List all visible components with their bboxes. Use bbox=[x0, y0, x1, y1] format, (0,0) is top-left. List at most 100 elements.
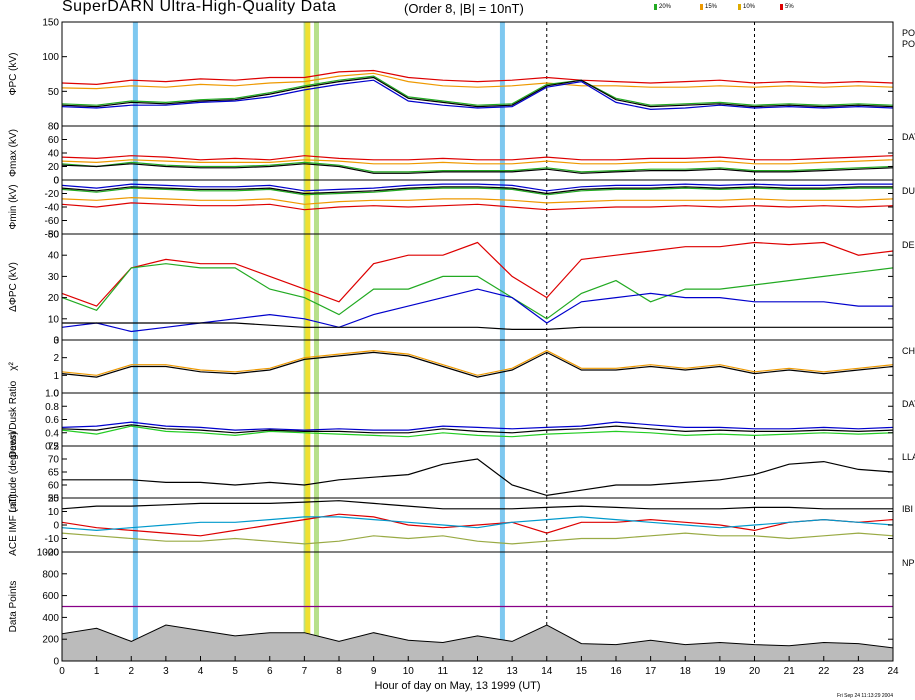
y-tick-label: 0.2 bbox=[45, 442, 59, 453]
x-tick-label: 15 bbox=[576, 666, 588, 677]
timestamp-label: Fri Sep 24 11:13:29 2004 bbox=[836, 693, 893, 699]
y-tick-label: 1000 bbox=[37, 548, 60, 559]
y-tick-label: 80 bbox=[48, 122, 60, 133]
y-tick-label: 2 bbox=[53, 353, 59, 364]
y-tick-label: 20 bbox=[48, 162, 60, 173]
panel-frame bbox=[61, 21, 894, 127]
series-line bbox=[61, 196, 894, 205]
x-tick-label: 14 bbox=[541, 666, 553, 677]
y-axis-label: Latitude (degrees) bbox=[8, 431, 19, 512]
series-line bbox=[61, 159, 894, 165]
y-tick-label: 50 bbox=[48, 87, 60, 98]
x-tick-label: 1 bbox=[94, 666, 100, 677]
y-tick-label: 0 bbox=[53, 521, 59, 532]
panel-frame bbox=[61, 339, 894, 394]
series-line bbox=[61, 79, 894, 111]
chart-title: SuperDARN Ultra-High-Quality Data bbox=[62, 0, 337, 15]
x-tick-label: 9 bbox=[371, 666, 377, 677]
y-tick-label: 150 bbox=[42, 18, 59, 29]
x-tick-label: 17 bbox=[645, 666, 657, 677]
series-line bbox=[61, 516, 894, 532]
y-tick-label: -60 bbox=[45, 216, 60, 227]
series-line bbox=[62, 458, 894, 497]
chart-subtitle: (Order 8, |B| = 10nT) bbox=[404, 1, 524, 16]
series-area bbox=[61, 624, 894, 662]
x-tick-label: 5 bbox=[232, 666, 238, 677]
series-line bbox=[61, 161, 894, 173]
y-tick-label: 400 bbox=[42, 613, 59, 624]
series-line bbox=[61, 186, 893, 195]
y-tick-label: 0.8 bbox=[45, 402, 59, 413]
y-tick-label: 65 bbox=[48, 468, 60, 479]
x-axis-label: Hour of day on May, 13 1999 (UT) bbox=[374, 680, 541, 692]
y-tick-label: 100 bbox=[42, 52, 59, 63]
x-tick-label: 19 bbox=[714, 666, 726, 677]
y-tick-label: 10 bbox=[48, 314, 60, 325]
legend-item: 5% bbox=[780, 4, 794, 10]
y-tick-label: 55 bbox=[48, 494, 60, 505]
panel-frame bbox=[61, 445, 894, 499]
y-tick-label: 3 bbox=[53, 336, 59, 347]
y-tick-label: 60 bbox=[48, 481, 60, 492]
x-tick-label: 23 bbox=[853, 666, 865, 677]
x-tick-label: 2 bbox=[128, 666, 134, 677]
series-line bbox=[61, 532, 894, 545]
panel-frame bbox=[61, 233, 894, 341]
y-axis-label: ΦPC (kV) bbox=[8, 53, 19, 96]
series-line bbox=[61, 155, 894, 161]
y-tick-label: 20 bbox=[48, 293, 60, 304]
y-tick-label: 200 bbox=[42, 635, 59, 646]
y-tick-label: 40 bbox=[48, 149, 60, 160]
series-line bbox=[61, 513, 894, 537]
x-tick-label: 16 bbox=[610, 666, 622, 677]
y-tick-label: 0 bbox=[53, 389, 59, 400]
legend-item: 20% bbox=[654, 4, 671, 10]
x-tick-label: 11 bbox=[438, 666, 449, 677]
event-marker bbox=[499, 22, 505, 661]
series-line bbox=[61, 351, 894, 378]
legend-label: 10% bbox=[743, 4, 756, 10]
legend-label: 15% bbox=[705, 4, 718, 10]
y-axis-label: ΔΦPC (kV) bbox=[8, 262, 19, 312]
series-line bbox=[61, 163, 894, 174]
y-tick-label: -40 bbox=[45, 203, 60, 214]
y-tick-label: 1 bbox=[53, 371, 59, 382]
series-line bbox=[61, 500, 893, 510]
y-tick-label: 0.6 bbox=[45, 415, 59, 426]
event-marker bbox=[132, 22, 138, 661]
x-tick-label: 8 bbox=[336, 666, 342, 677]
series-line bbox=[61, 76, 894, 108]
y-tick-label: 50 bbox=[48, 230, 60, 241]
x-tick-label: 21 bbox=[784, 666, 796, 677]
x-tick-label: 6 bbox=[267, 666, 273, 677]
x-tick-label: 10 bbox=[403, 666, 415, 677]
y-tick-label: 75 bbox=[48, 442, 60, 453]
event-marker bbox=[313, 22, 319, 661]
y-axis-label: ACE IMF (nT) bbox=[8, 494, 19, 556]
y-tick-label: 0.4 bbox=[45, 428, 59, 439]
y-axis-label: Dawn/Dusk Ratio bbox=[8, 380, 19, 458]
y-tick-label: 0 bbox=[53, 122, 59, 133]
x-tick-label: 0 bbox=[59, 666, 65, 677]
series-line bbox=[61, 421, 894, 431]
panel-right-label: DE bbox=[902, 240, 915, 250]
y-tick-label: 0 bbox=[53, 176, 59, 187]
y-axis-label: Data Points bbox=[8, 581, 19, 633]
x-tick-label: 24 bbox=[887, 666, 899, 677]
y-tick-label: 0 bbox=[53, 336, 59, 347]
panel-right-label: DAY bbox=[902, 399, 915, 409]
event-marker bbox=[305, 22, 311, 661]
y-tick-label: 0 bbox=[53, 176, 59, 187]
y-tick-label: 40 bbox=[48, 251, 60, 262]
series-line bbox=[61, 263, 894, 320]
panel-right-label: NP bbox=[902, 558, 915, 568]
series-line bbox=[61, 241, 894, 307]
panel-frame bbox=[61, 392, 894, 447]
panel-right-label: CH bbox=[902, 346, 915, 356]
panel-right-label: PO bbox=[902, 28, 915, 38]
y-axis-label: Φmin (kV) bbox=[8, 184, 19, 229]
legend-item: 15% bbox=[700, 4, 717, 10]
x-tick-label: 20 bbox=[749, 666, 761, 677]
y-tick-label: 60 bbox=[48, 135, 60, 146]
